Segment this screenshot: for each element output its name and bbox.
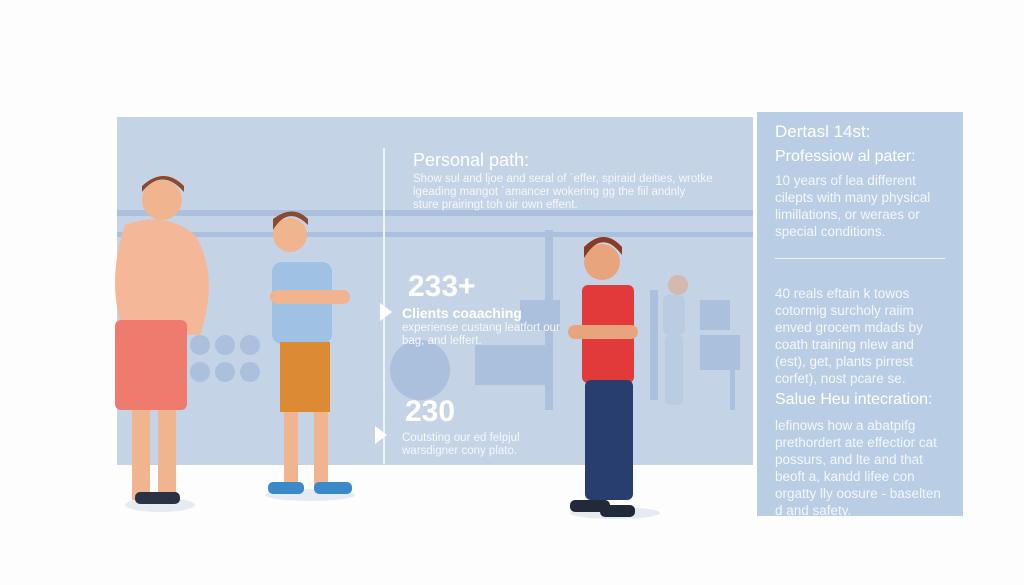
woman-exercising — [663, 275, 688, 405]
stat-clients-text: experiense custang leatfort our bag, and… — [402, 322, 560, 347]
personal-path-heading: Personal path: — [413, 150, 530, 170]
personal-path-text: Show sul and ljoe and seral of ´effer, s… — [413, 173, 713, 211]
trainer — [568, 237, 660, 519]
sidebar-heading: Professiow al pater: — [775, 148, 916, 165]
sidebar-text-3: lefinows how a abatpifg prethordert ate … — [775, 418, 941, 518]
thin-man — [265, 211, 355, 501]
sidebar-text-1: 10 years of lea different cilepts with m… — [775, 173, 931, 239]
sidebar-divider — [775, 258, 945, 259]
overweight-man — [115, 176, 209, 512]
stat-clients-label: Clients coaaching — [402, 305, 522, 321]
sidebar-info-panel: Dertasl 14st: Professiow al pater: 10 ye… — [757, 112, 963, 518]
arrow-marker — [375, 426, 387, 444]
stat-2-text: Coutsting our ed felpjul warsdigner cony… — [402, 432, 520, 457]
gym-background-panel — [117, 117, 753, 465]
sidebar-text-2: 40 reals eftain k towos cotormig surchol… — [775, 286, 923, 386]
arrow-marker — [380, 303, 392, 321]
sidebar-heading-2: Salue Heu intecration: — [775, 391, 933, 408]
sidebar-title: Dertasl 14st: — [775, 122, 871, 141]
stat-clients-value: 233+ — [408, 270, 476, 303]
stat-2-value: 230 — [405, 395, 456, 428]
gym-equipment — [117, 210, 753, 410]
